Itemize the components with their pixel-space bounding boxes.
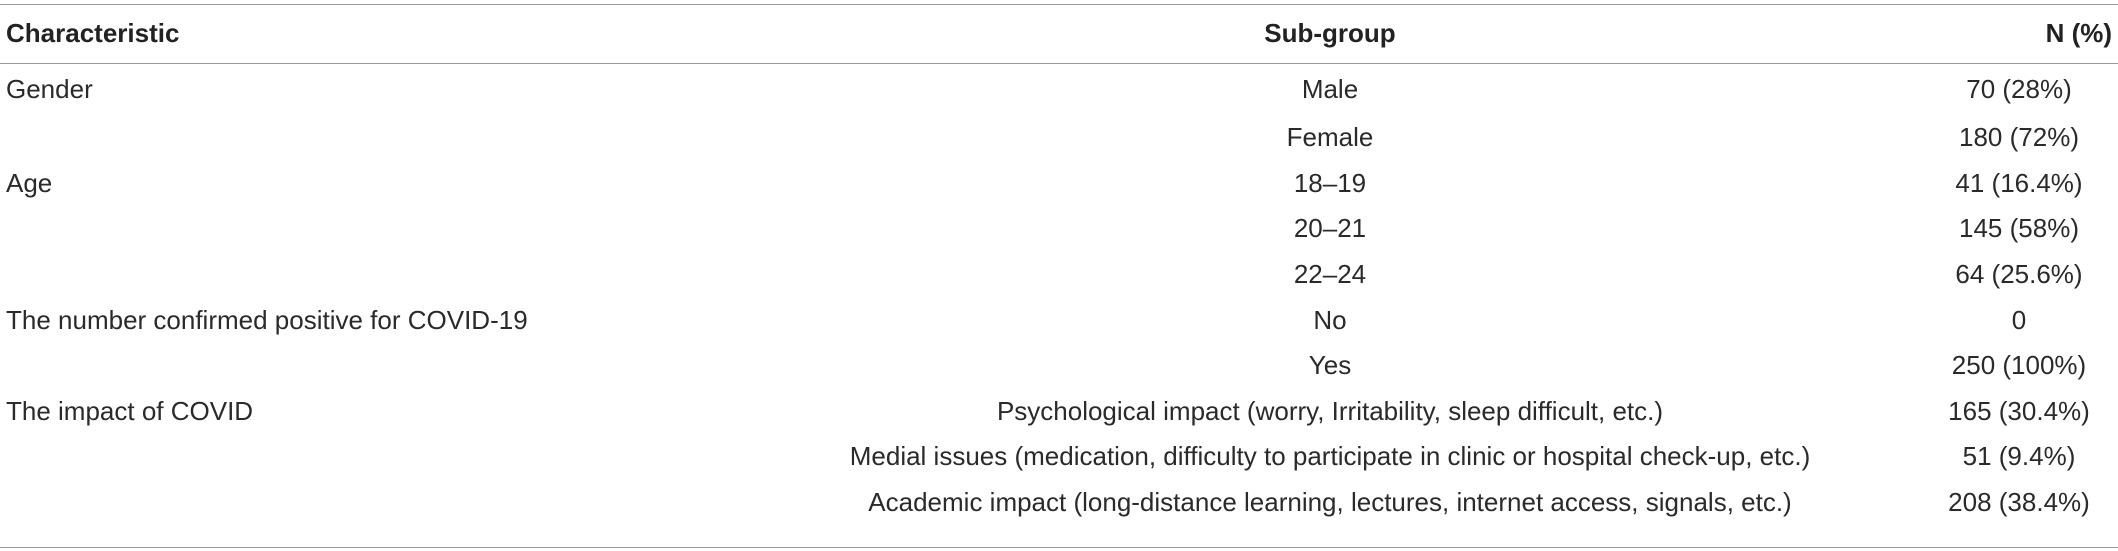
table-row: 20–21 145 (58%) [0, 206, 2118, 252]
table-row: Academic impact (long-distance learning,… [0, 480, 2118, 526]
cell-characteristic: Gender [6, 73, 93, 104]
cell-n-percent: 250 (100%) [1951, 350, 2087, 381]
cell-subgroup: Yes [1308, 350, 1352, 381]
cell-n-percent: 145 (58%) [1959, 213, 2079, 244]
cell-subgroup: Medial issues (medication, difficulty to… [849, 441, 1811, 472]
cell-n-percent: 41 (16.4%) [1955, 167, 2083, 198]
cell-characteristic [0, 343, 700, 389]
cell-subgroup: Psychological impact (worry, Irritabilit… [996, 395, 1664, 426]
cell-n-percent: 64 (25.6%) [1955, 259, 2083, 290]
table-row: Age 18–19 41 (16.4%) [0, 161, 2118, 207]
table-row: 22–24 64 (25.6%) [0, 252, 2118, 298]
header-n-percent: N (%) [2045, 18, 2112, 48]
cell-subgroup: No [1313, 304, 1347, 335]
cell-characteristic [0, 206, 700, 252]
cell-characteristic: The impact of COVID [6, 395, 254, 426]
header-rule [0, 63, 2118, 64]
cell-characteristic [0, 480, 700, 526]
header-row: Characteristic Sub-group N (%) [0, 4, 2118, 63]
cell-characteristic [0, 252, 700, 298]
header-characteristic: Characteristic [6, 18, 180, 48]
cell-subgroup: Male [1301, 73, 1359, 104]
cell-subgroup: Female [1286, 122, 1374, 153]
cell-n-percent: 180 (72%) [1959, 122, 2079, 153]
cell-subgroup: 18–19 [1293, 167, 1367, 198]
table-row: The number confirmed positive for COVID-… [0, 297, 2118, 343]
cell-n-percent: 208 (38.4%) [1948, 487, 2090, 518]
top-rule [0, 4, 2118, 5]
table-row: Gender Male 70 (28%) [0, 63, 2118, 115]
cell-characteristic [0, 434, 700, 480]
header-subgroup: Sub-group [1264, 18, 1396, 48]
cell-characteristic [0, 115, 700, 161]
table-row: Medial issues (medication, difficulty to… [0, 434, 2118, 480]
cell-n-percent: 51 (9.4%) [1962, 441, 2076, 472]
cell-subgroup: 22–24 [1293, 259, 1367, 290]
data-table: Characteristic Sub-group N (%) Gender Ma… [0, 4, 2118, 525]
cell-n-percent: 0 [2011, 304, 2027, 335]
cell-n-percent: 165 (30.4%) [1948, 395, 2090, 426]
table-row: Yes 250 (100%) [0, 343, 2118, 389]
cell-subgroup: Academic impact (long-distance learning,… [868, 487, 1792, 518]
cell-characteristic: Age [6, 167, 53, 198]
cell-characteristic: The number confirmed positive for COVID-… [6, 304, 528, 335]
table-row: Female 180 (72%) [0, 115, 2118, 161]
cell-subgroup: 20–21 [1293, 213, 1367, 244]
bottom-rule [0, 547, 2118, 548]
cell-n-percent: 70 (28%) [1966, 73, 2072, 104]
table-row: The impact of COVID Psychological impact… [0, 389, 2118, 435]
